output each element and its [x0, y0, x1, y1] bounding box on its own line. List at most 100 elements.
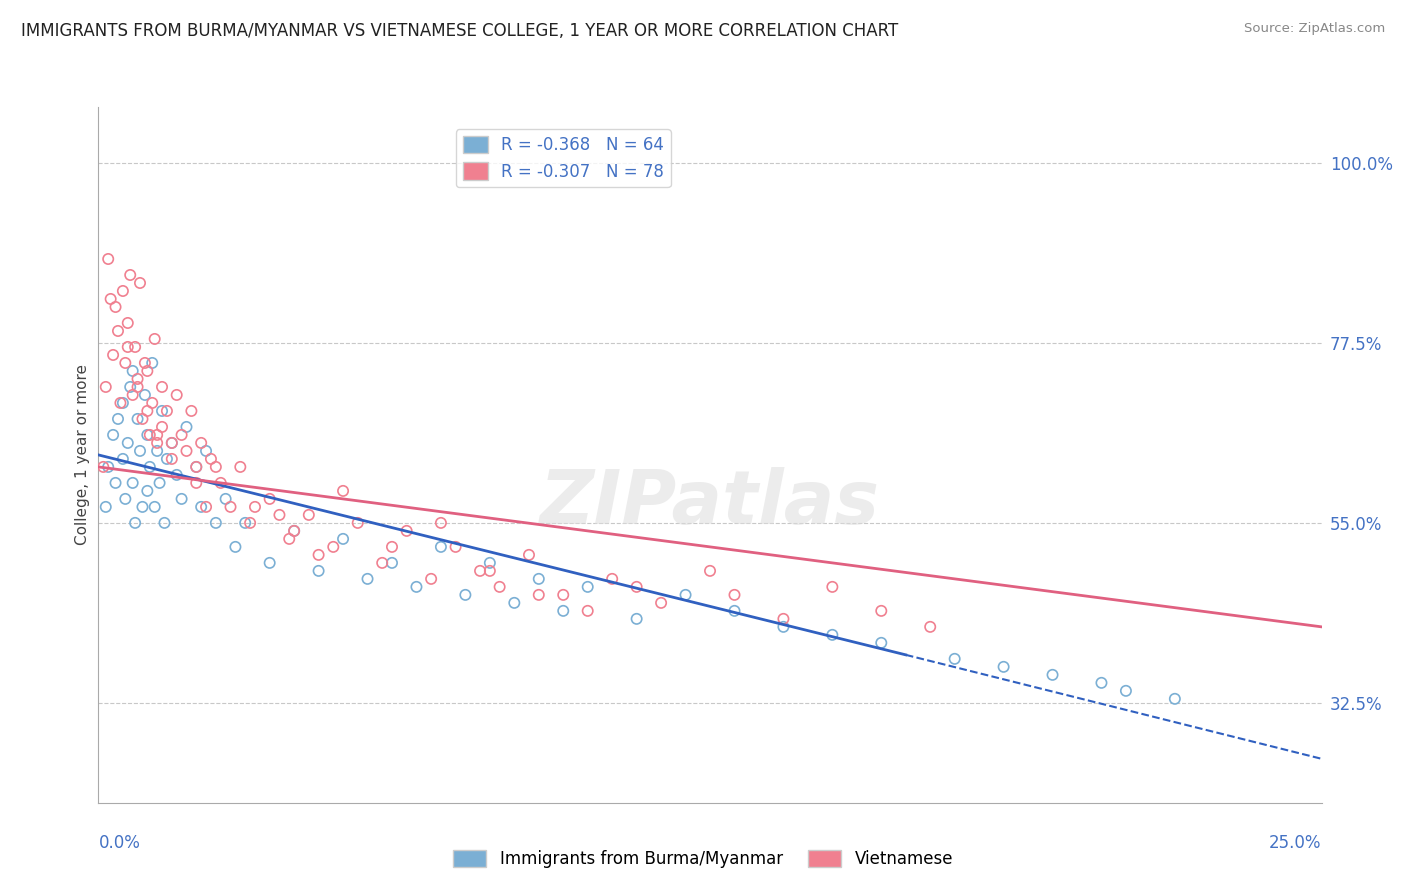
Point — [675, 588, 697, 602]
Point — [136, 428, 159, 442]
Point — [117, 316, 139, 330]
Point — [111, 396, 134, 410]
Point — [129, 276, 152, 290]
Point — [146, 444, 169, 458]
Point — [943, 652, 966, 666]
Point — [139, 459, 162, 474]
Point — [772, 620, 794, 634]
Point — [127, 372, 149, 386]
Point — [146, 428, 169, 442]
Point — [117, 436, 139, 450]
Point — [190, 500, 212, 514]
Point — [110, 396, 132, 410]
Point — [488, 580, 510, 594]
Point — [259, 491, 281, 506]
Point — [1115, 683, 1137, 698]
Point — [107, 324, 129, 338]
Point — [381, 540, 404, 554]
Point — [553, 588, 575, 602]
Point — [114, 491, 136, 506]
Point — [723, 588, 745, 602]
Point — [420, 572, 443, 586]
Point — [156, 404, 179, 418]
Point — [131, 500, 153, 514]
Point — [149, 475, 172, 490]
Legend: Immigrants from Burma/Myanmar, Vietnamese: Immigrants from Burma/Myanmar, Vietnames… — [446, 843, 960, 875]
Point — [186, 475, 208, 490]
Point — [821, 628, 844, 642]
Point — [430, 540, 453, 554]
Point — [195, 444, 218, 458]
Point — [205, 516, 228, 530]
Point — [527, 588, 550, 602]
Point — [170, 491, 193, 506]
Point — [870, 604, 893, 618]
Point — [821, 580, 844, 594]
Point — [205, 459, 228, 474]
Point — [111, 284, 134, 298]
Point — [600, 572, 623, 586]
Point — [553, 604, 575, 618]
Point — [136, 404, 159, 418]
Point — [141, 396, 163, 410]
Point — [527, 572, 550, 586]
Point — [219, 500, 242, 514]
Point — [111, 451, 134, 466]
Point — [243, 500, 266, 514]
Point — [134, 388, 156, 402]
Point — [136, 364, 159, 378]
Point — [101, 348, 124, 362]
Point — [283, 524, 305, 538]
Point — [186, 459, 208, 474]
Point — [517, 548, 540, 562]
Point — [381, 556, 404, 570]
Point — [503, 596, 526, 610]
Point — [1042, 668, 1064, 682]
Point — [166, 467, 188, 482]
Point — [298, 508, 321, 522]
Text: Source: ZipAtlas.com: Source: ZipAtlas.com — [1244, 22, 1385, 36]
Point — [395, 524, 418, 538]
Point — [153, 516, 176, 530]
Point — [870, 636, 893, 650]
Point — [229, 459, 252, 474]
Point — [269, 508, 291, 522]
Point — [626, 612, 648, 626]
Point — [444, 540, 467, 554]
Point — [233, 516, 256, 530]
Point — [146, 436, 169, 450]
Point — [129, 444, 152, 458]
Point — [121, 388, 143, 402]
Point — [166, 388, 188, 402]
Point — [576, 604, 599, 618]
Point — [150, 420, 173, 434]
Point — [430, 516, 453, 530]
Point — [101, 428, 124, 442]
Point — [114, 356, 136, 370]
Y-axis label: College, 1 year or more: College, 1 year or more — [75, 365, 90, 545]
Point — [239, 516, 262, 530]
Point — [626, 580, 648, 594]
Legend: R = -0.368   N = 64, R = -0.307   N = 78: R = -0.368 N = 64, R = -0.307 N = 78 — [456, 129, 671, 187]
Point — [371, 556, 394, 570]
Point — [283, 524, 305, 538]
Point — [124, 516, 146, 530]
Point — [120, 268, 142, 282]
Point — [1164, 691, 1187, 706]
Point — [94, 380, 117, 394]
Text: IMMIGRANTS FROM BURMA/MYANMAR VS VIETNAMESE COLLEGE, 1 YEAR OR MORE CORRELATION : IMMIGRANTS FROM BURMA/MYANMAR VS VIETNAM… — [21, 22, 898, 40]
Point — [346, 516, 368, 530]
Point — [121, 364, 143, 378]
Point — [200, 451, 222, 466]
Point — [186, 459, 208, 474]
Point — [150, 404, 173, 418]
Point — [209, 475, 232, 490]
Point — [117, 340, 139, 354]
Point — [141, 356, 163, 370]
Point — [259, 556, 281, 570]
Point — [134, 356, 156, 370]
Point — [993, 660, 1015, 674]
Point — [308, 564, 330, 578]
Point — [772, 612, 794, 626]
Point — [576, 580, 599, 594]
